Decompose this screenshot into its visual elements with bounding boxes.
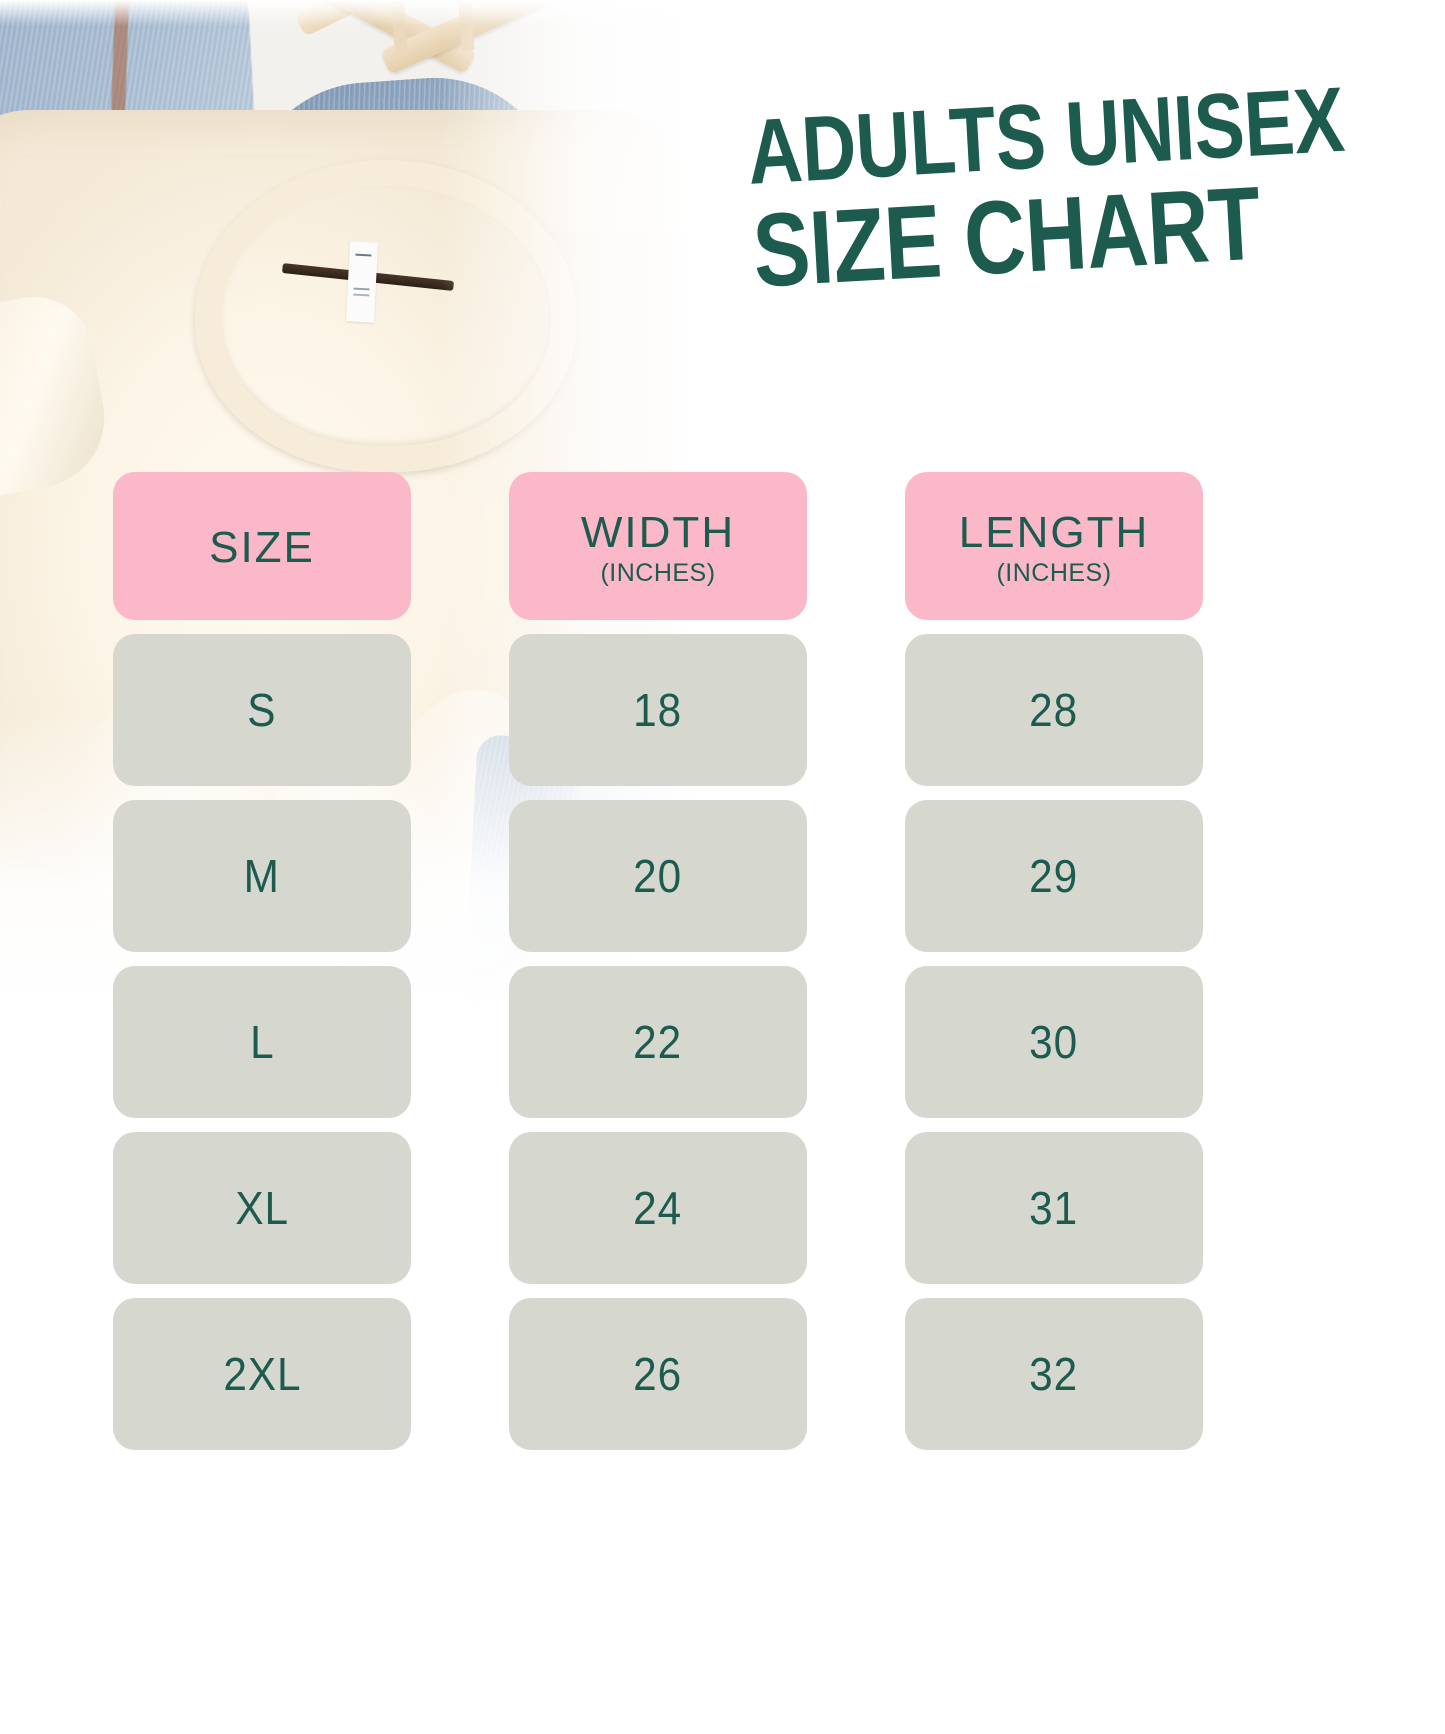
table-row: 32	[905, 1298, 1203, 1450]
table-row: 26	[509, 1298, 807, 1450]
column-header-width: WIDTH (INCHES)	[509, 472, 807, 620]
column-header-length: LENGTH (INCHES)	[905, 472, 1203, 620]
table-row: 18	[509, 634, 807, 786]
column-header-size-label: SIZE	[209, 523, 315, 572]
column-header-width-unit: (INCHES)	[600, 558, 716, 587]
cell-size: M	[243, 850, 281, 902]
cell-length: 31	[1029, 1182, 1079, 1234]
cell-size: XL	[235, 1182, 289, 1234]
cell-size: 2XL	[222, 1348, 302, 1400]
table-row: L	[113, 966, 411, 1118]
cell-width: 24	[633, 1182, 683, 1234]
table-row: 22	[509, 966, 807, 1118]
title-line-2: SIZE CHART	[750, 165, 1264, 310]
table-row: 2XL	[113, 1298, 411, 1450]
table-row: 20	[509, 800, 807, 952]
column-header-length-label: LENGTH	[958, 507, 1150, 557]
cell-width: 18	[633, 684, 683, 736]
cell-size: L	[249, 1016, 275, 1068]
table-row: 28	[905, 634, 1203, 786]
cell-size: S	[247, 684, 277, 736]
column-header-length-unit: (INCHES)	[996, 558, 1112, 587]
table-row: 31	[905, 1132, 1203, 1284]
page-title: ADULTS UNISEX SIZE CHART	[695, 69, 1347, 310]
cell-width: 26	[633, 1348, 683, 1400]
table-row: 29	[905, 800, 1203, 952]
column-header-width-label: WIDTH	[580, 507, 736, 557]
cell-length: 29	[1029, 850, 1079, 902]
table-row: XL	[113, 1132, 411, 1284]
table-row: 24	[509, 1132, 807, 1284]
cell-length: 32	[1029, 1348, 1079, 1400]
cell-width: 22	[633, 1016, 683, 1068]
brand-label	[345, 241, 379, 323]
cell-length: 28	[1029, 684, 1079, 736]
table-row: S	[113, 634, 411, 786]
column-header-size: SIZE	[113, 472, 411, 620]
table-row: M	[113, 800, 411, 952]
size-chart-table: SIZE WIDTH (INCHES) LENGTH (INCHES) S 18…	[113, 472, 1203, 1450]
cell-width: 20	[633, 850, 683, 902]
cell-length: 30	[1029, 1016, 1079, 1068]
table-row: 30	[905, 966, 1203, 1118]
